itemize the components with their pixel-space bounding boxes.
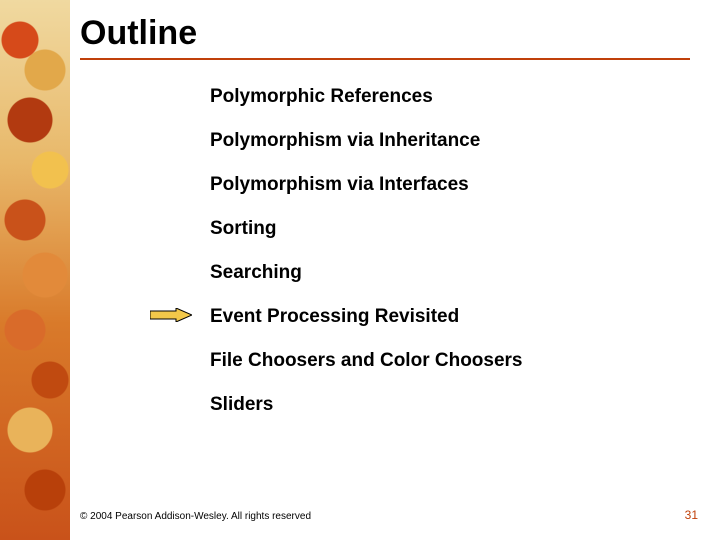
- topic-item: Event Processing Revisited: [210, 306, 523, 328]
- title-underline: [80, 58, 690, 60]
- topic-item: Sorting: [210, 218, 523, 240]
- topic-list: Polymorphic References Polymorphism via …: [210, 86, 523, 438]
- copyright-footer: © 2004 Pearson Addison-Wesley. All right…: [80, 511, 311, 522]
- topic-item: Searching: [210, 262, 523, 284]
- page-number: 31: [685, 508, 698, 522]
- decorative-leaf-strip: [0, 0, 70, 540]
- current-topic-arrow-icon: [150, 308, 192, 322]
- topic-item: Sliders: [210, 394, 523, 416]
- topic-item: Polymorphism via Inheritance: [210, 130, 523, 152]
- slide-title: Outline: [80, 14, 197, 53]
- slide: Outline Polymorphic References Polymorph…: [0, 0, 720, 540]
- topic-item: Polymorphism via Interfaces: [210, 174, 523, 196]
- topic-item: File Choosers and Color Choosers: [210, 350, 523, 372]
- topic-item: Polymorphic References: [210, 86, 523, 108]
